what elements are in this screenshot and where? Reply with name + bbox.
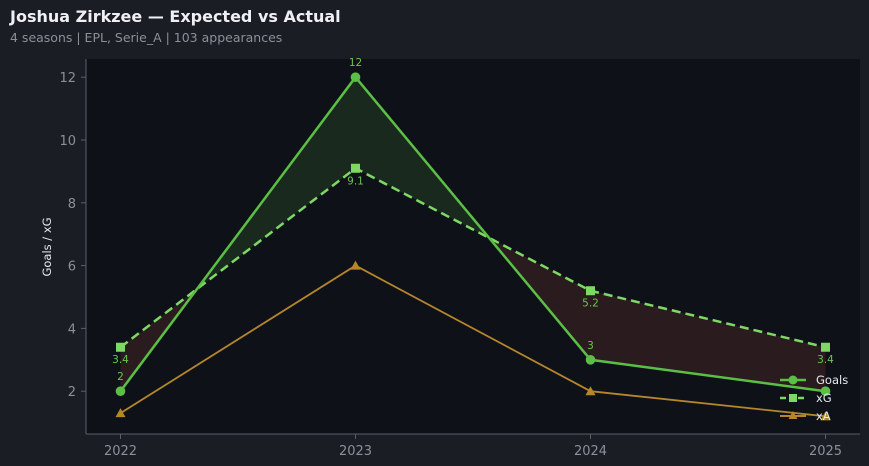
goals-legend-marker-icon <box>788 375 798 385</box>
series-lines <box>115 72 831 421</box>
goals-data-label: 3 <box>587 340 594 352</box>
chart-title: Joshua Zirkzee — Expected vs Actual <box>10 7 341 26</box>
xg-data-label: 9.1 <box>347 175 364 187</box>
y-tick-label: 4 <box>68 322 76 337</box>
xg-data-label: 5.2 <box>582 298 599 310</box>
goals-data-label: 2 <box>117 371 124 383</box>
xa-marker-icon <box>585 386 596 396</box>
xg-data-label: 3.4 <box>817 354 834 366</box>
x-tick-label: 2023 <box>339 444 372 459</box>
xg-marker-icon <box>586 286 595 296</box>
goals-marker-icon <box>820 386 831 397</box>
goals-marker-icon <box>115 386 126 397</box>
y-tick-label: 2 <box>68 385 76 400</box>
xg-marker-icon <box>821 342 830 352</box>
goals-marker-icon <box>350 72 361 82</box>
y-tick-label: 8 <box>68 197 76 212</box>
xg-legend-marker-icon <box>789 394 797 402</box>
legend-xg: xG <box>816 391 832 405</box>
x-tick-label: 2025 <box>809 444 842 459</box>
xa-legend-marker-icon <box>788 411 798 419</box>
legend-xa: xA <box>816 409 831 423</box>
xg-marker-icon <box>351 163 360 173</box>
xg-data-label: 3.4 <box>112 354 129 366</box>
axes: 2 4 6 8 10 12 2022 2023 2024 2025 <box>59 59 860 459</box>
xa-marker-icon <box>820 411 831 421</box>
x-tick-label: 2024 <box>574 444 607 459</box>
y-tick-label: 6 <box>68 260 76 275</box>
xg-marker-icon <box>116 342 125 352</box>
goals-marker-icon <box>585 355 596 365</box>
goals-data-label: 12 <box>349 57 362 69</box>
y-tick-label: 10 <box>59 134 76 149</box>
x-tick-label: 2022 <box>104 444 137 459</box>
xa-marker-icon <box>115 408 126 418</box>
data-labels: 2 12 3 3.4 9.1 5.2 3.4 <box>112 57 834 383</box>
xa-marker-icon <box>350 260 361 270</box>
legend-goals: Goals <box>816 373 848 387</box>
y-axis-label: Goals / xG <box>40 217 54 276</box>
y-tick-label: 12 <box>59 71 76 86</box>
legend: Goals xG xA <box>780 373 848 423</box>
chart-subtitle: 4 seasons | EPL, Serie_A | 103 appearanc… <box>10 30 283 45</box>
